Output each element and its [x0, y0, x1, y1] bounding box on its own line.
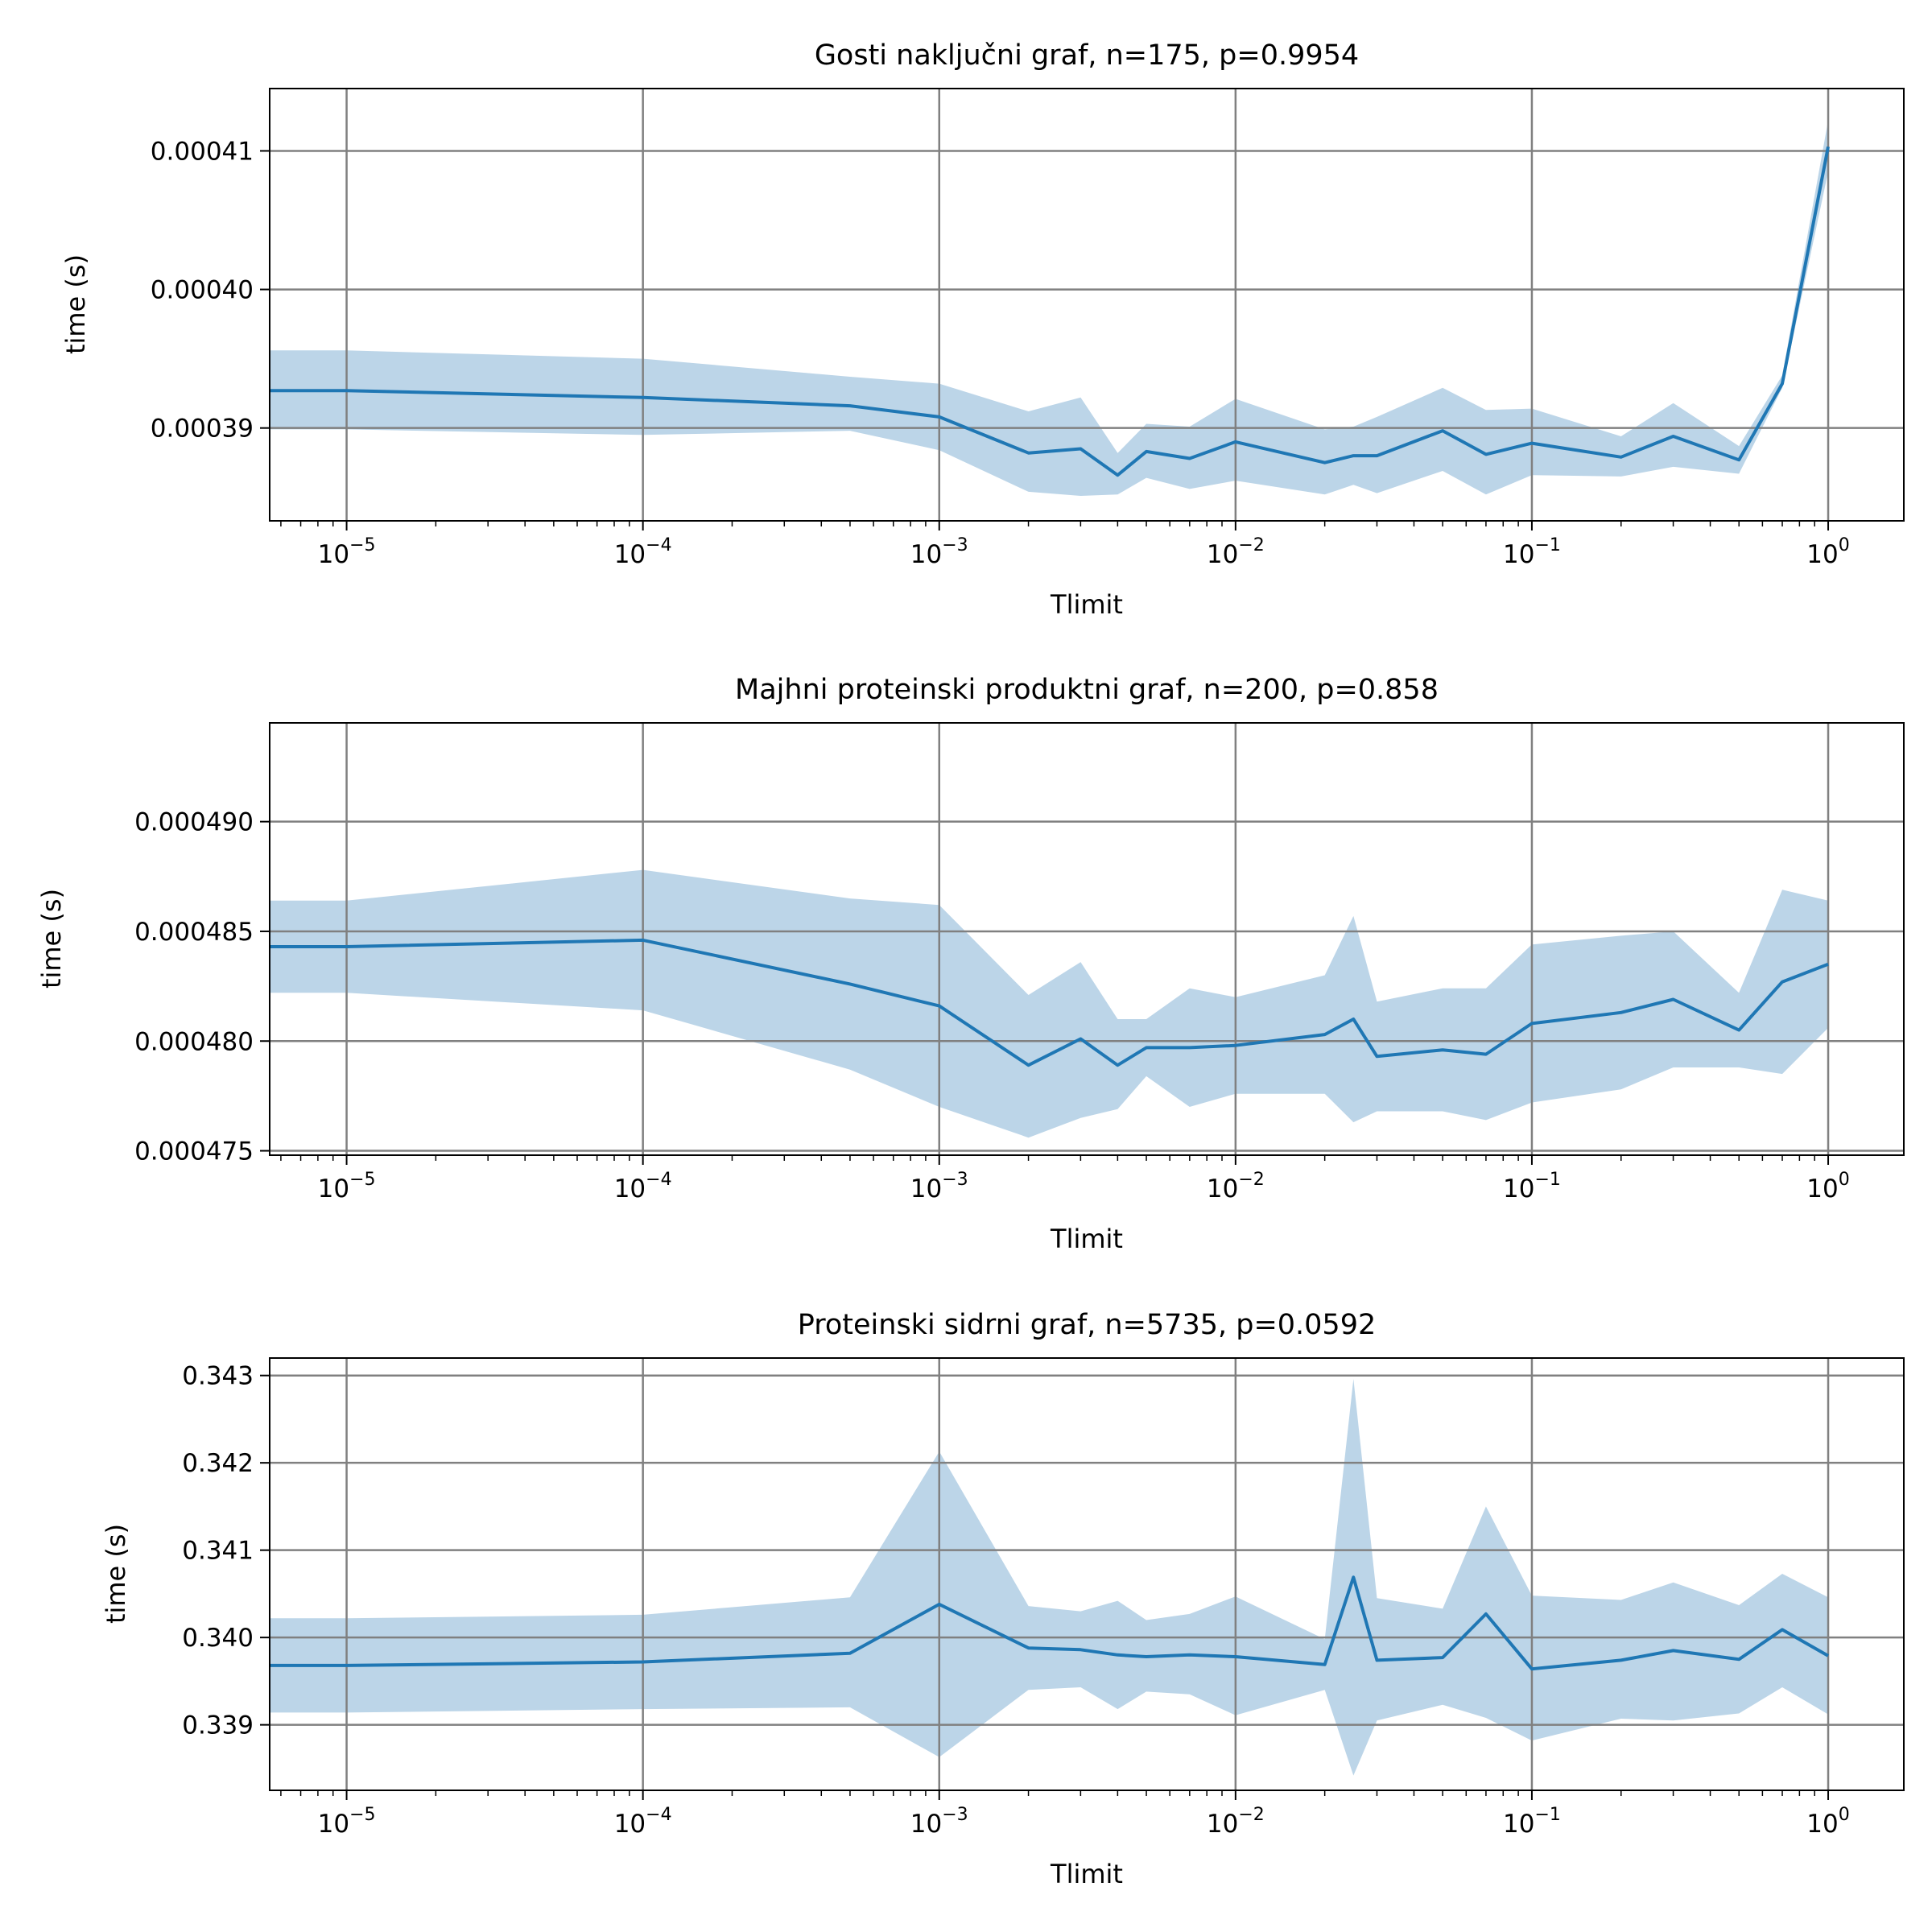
x-tick-label: 10−2 [1207, 535, 1265, 569]
x-axis-label: Tlimit [1050, 1859, 1123, 1889]
x-tick-label: 10−5 [318, 1805, 376, 1839]
chart-title: Gosti naključni graf, n=175, p=0.9954 [815, 39, 1359, 72]
x-tick-label: 10−4 [614, 1170, 672, 1203]
chart-title: Majhni proteinski produktni graf, n=200,… [735, 674, 1439, 706]
axes-frame [269, 1357, 1905, 1791]
axes-frame [269, 722, 1905, 1156]
x-tick-label: 10−1 [1503, 1170, 1561, 1203]
y-tick-label: 0.000490 [134, 808, 254, 837]
y-tick-label: 0.000475 [134, 1137, 254, 1166]
x-tick-label: 10−5 [318, 1170, 376, 1203]
subplot-3: Proteinski sidrni graf, n=5735, p=0.0592… [101, 1309, 1905, 1889]
x-tick-label: 10−1 [1503, 535, 1561, 569]
y-tick-label: 0.339 [182, 1711, 254, 1740]
subplot-2: Majhni proteinski produktni graf, n=200,… [36, 674, 1905, 1254]
y-tick-label: 0.00040 [151, 276, 254, 305]
x-tick-label: 10−3 [910, 1805, 968, 1839]
x-tick-label: 10−3 [910, 1170, 968, 1203]
confidence-band [270, 120, 1828, 496]
subplot-1: Gosti naključni graf, n=175, p=0.9954 Tl… [60, 39, 1905, 620]
x-tick-label: 100 [1806, 535, 1849, 569]
y-tick-label: 0.000480 [134, 1027, 254, 1056]
y-axis-label: time (s) [36, 889, 67, 989]
series-line [270, 146, 1830, 477]
y-axis-label: time (s) [101, 1524, 131, 1624]
y-tick-label: 0.342 [182, 1449, 254, 1478]
x-tick-label: 10−5 [318, 535, 376, 569]
series-line [270, 1575, 1829, 1671]
y-tick-label: 0.00041 [151, 137, 254, 166]
y-tick-label: 0.341 [182, 1537, 254, 1566]
x-tick-label: 10−2 [1207, 1170, 1265, 1203]
y-tick-label: 0.00039 [151, 415, 254, 444]
confidence-band [270, 1379, 1828, 1776]
confidence-band [270, 869, 1828, 1138]
axes-frame [269, 88, 1905, 522]
x-axis-label: Tlimit [1050, 1224, 1123, 1254]
y-tick-label: 0.340 [182, 1624, 254, 1653]
x-axis-label: Tlimit [1050, 589, 1123, 620]
y-tick-label: 0.000485 [134, 918, 254, 947]
x-tick-label: 10−1 [1503, 1805, 1561, 1839]
x-tick-label: 10−4 [614, 1805, 672, 1839]
x-tick-label: 10−3 [910, 535, 968, 569]
chart-title: Proteinski sidrni graf, n=5735, p=0.0592 [798, 1309, 1377, 1341]
y-tick-label: 0.343 [182, 1362, 254, 1391]
x-tick-label: 100 [1806, 1170, 1849, 1203]
x-tick-label: 10−4 [614, 535, 672, 569]
series-line [270, 938, 1829, 1067]
x-tick-label: 100 [1806, 1805, 1849, 1839]
y-axis-label: time (s) [60, 254, 91, 354]
x-tick-label: 10−2 [1207, 1805, 1265, 1839]
